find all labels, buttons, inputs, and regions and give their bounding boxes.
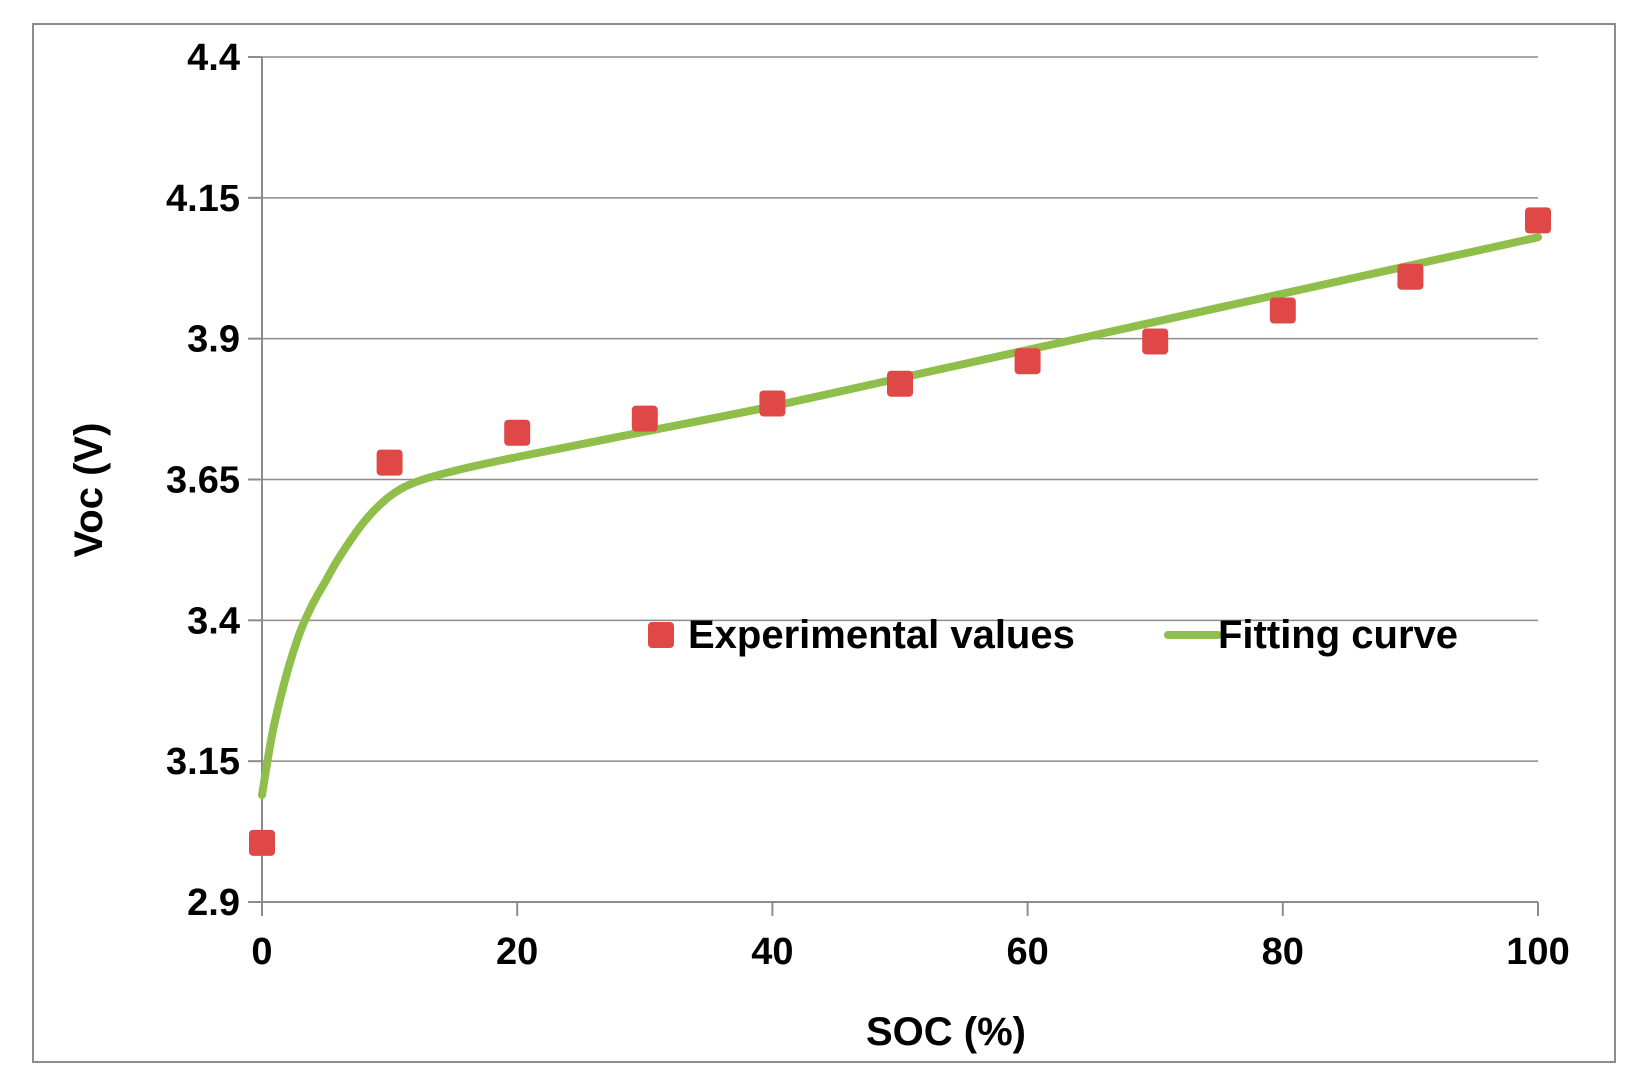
experimental-point xyxy=(249,829,275,856)
y-tick-label: 4.15 xyxy=(166,178,240,220)
experimental-point xyxy=(1397,263,1424,290)
y-tick-label: 3.65 xyxy=(166,460,240,502)
experimental-point xyxy=(1014,348,1041,375)
x-tick-label: 80 xyxy=(1262,931,1304,973)
legend-marker-experimental xyxy=(648,622,674,648)
gridlines xyxy=(262,56,1538,762)
fitting-curve-series xyxy=(258,233,1542,799)
x-tick-label: 0 xyxy=(251,931,272,973)
y-tick-label: 3.9 xyxy=(187,319,240,361)
y-axis-title: Voc (V) xyxy=(67,423,111,558)
axes xyxy=(248,56,1539,916)
legend: Experimental values Fitting curve xyxy=(648,613,1458,657)
experimental-values-series xyxy=(249,207,1551,856)
x-tick-label: 100 xyxy=(1506,931,1569,973)
experimental-point xyxy=(504,419,531,446)
legend-label-experimental: Experimental values xyxy=(688,613,1075,657)
x-tick-label: 60 xyxy=(1006,931,1048,973)
y-tick-labels: 2.9 3.15 3.4 3.65 3.9 4.15 4.4 xyxy=(166,37,240,924)
x-tick-label: 20 xyxy=(496,931,538,973)
experimental-point xyxy=(631,405,658,432)
y-tick-label: 3.15 xyxy=(166,741,240,783)
chart-frame xyxy=(32,23,1616,1063)
y-tick-label: 2.9 xyxy=(187,882,240,924)
legend-label-fitting: Fitting curve xyxy=(1218,613,1458,657)
y-tick-label: 3.4 xyxy=(187,600,240,642)
x-tick-labels: 0 20 40 60 80 100 xyxy=(251,931,1569,973)
experimental-point xyxy=(1525,207,1551,234)
x-axis-title: SOC (%) xyxy=(866,1010,1026,1054)
experimental-point xyxy=(1142,328,1169,355)
fitting-curve-line xyxy=(258,233,1542,799)
experimental-point xyxy=(887,370,913,397)
experimental-point xyxy=(1269,297,1296,324)
x-tick-label: 40 xyxy=(751,931,793,973)
experimental-point xyxy=(376,449,403,476)
y-tick-label: 4.4 xyxy=(187,37,240,79)
experimental-point xyxy=(759,390,786,417)
